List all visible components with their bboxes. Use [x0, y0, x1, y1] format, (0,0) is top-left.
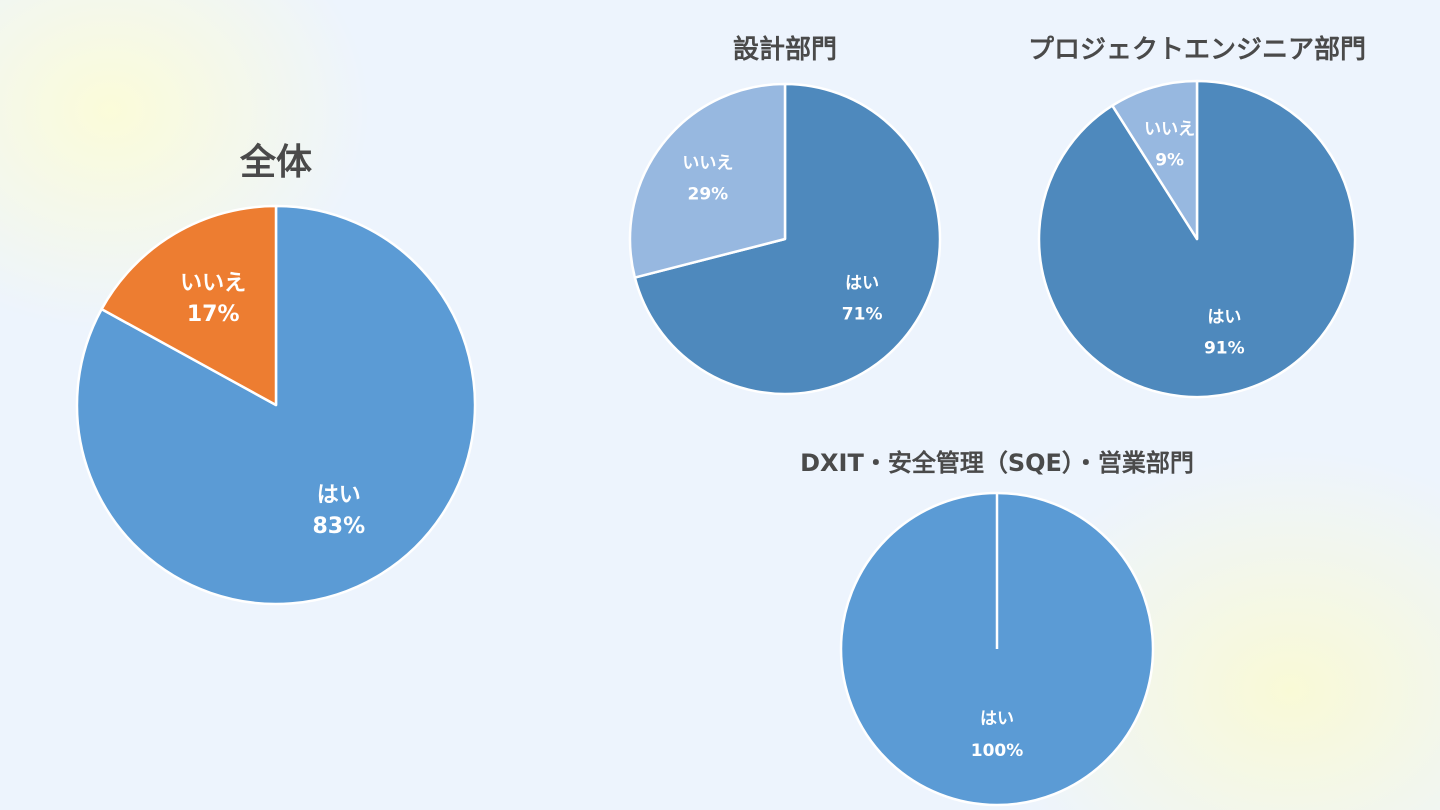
slice-percent-yes-design-dept: 71%: [842, 304, 883, 324]
chart-title-project-engineer-dept: プロジェクトエンジニア部門: [1028, 35, 1366, 65]
slice-percent-no-project-engineer-dept: 9%: [1155, 150, 1184, 170]
slice-percent-no-overall: 17%: [187, 302, 240, 327]
chart-title-design-dept: 設計部門: [733, 34, 837, 65]
slice-percent-no-design-dept: 29%: [687, 185, 728, 205]
pie-chart-overall: 全体 はい 83% いいえ 17%: [75, 141, 477, 606]
pie-chart-dxit-sqe-sales-dept: DXIT・安全管理（SQE）・営業部門 はい 100%: [800, 449, 1194, 807]
slice-percent-yes-overall: 83%: [312, 514, 365, 539]
pie-slice-no-design-dept: [628, 82, 787, 279]
slice-percent-yes-project-engineer-dept: 91%: [1204, 339, 1245, 359]
slice-percent-yes-dxit-sqe-sales-dept: 100%: [971, 741, 1024, 761]
chart-title-overall: 全体: [239, 141, 312, 183]
pie-slice-no-overall: [100, 204, 278, 407]
pie-chart-project-engineer-dept: プロジェクトエンジニア部門 はい 91% いいえ 9%: [1028, 35, 1366, 399]
pie-slice-yes-design-dept: [633, 82, 942, 396]
pie-slice-no-project-engineer-dept: [1111, 79, 1199, 241]
slice-label-no-overall: いいえ: [180, 271, 246, 296]
slice-label-no-design-dept: いいえ: [682, 154, 733, 174]
slice-label-yes-dxit-sqe-sales-dept: はい: [980, 709, 1014, 729]
chart-title-dxit-sqe-sales-dept: DXIT・安全管理（SQE）・営業部門: [800, 449, 1194, 477]
slice-label-yes-design-dept: はい: [845, 273, 879, 293]
slice-label-yes-project-engineer-dept: はい: [1207, 308, 1241, 328]
pie-chart-design-dept: 設計部門 はい 71% いいえ 29%: [628, 34, 942, 396]
slice-label-no-project-engineer-dept: いいえ: [1144, 119, 1195, 139]
slice-label-yes-overall: はい: [317, 483, 361, 508]
